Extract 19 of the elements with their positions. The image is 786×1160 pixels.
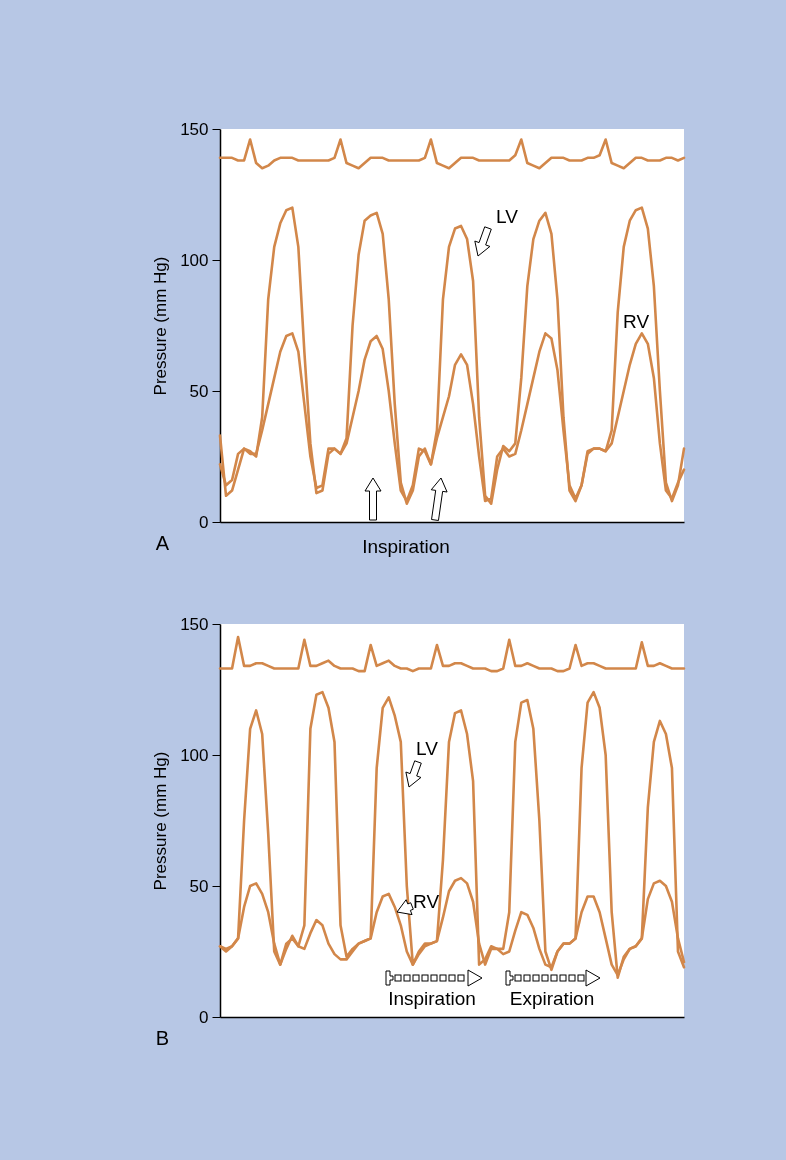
- y-tick-label: 50: [189, 876, 209, 896]
- text: B: [155, 1027, 169, 1049]
- y-tick-label: 150: [180, 119, 209, 139]
- annotation: Expiration: [509, 988, 595, 1010]
- series-label: LV: [496, 206, 519, 228]
- y-tick-label: 0: [199, 1007, 209, 1027]
- annotation: Inspiration: [388, 988, 476, 1010]
- text: Inspiration: [362, 536, 450, 558]
- y-tick-label: 100: [180, 250, 209, 270]
- y-axis-title: Pressure (mm Hg): [151, 256, 171, 396]
- y-tick-label: 50: [189, 381, 209, 401]
- y-tick-label: 150: [180, 614, 209, 634]
- y-tick-label: 0: [199, 512, 209, 532]
- series-label: LV: [416, 738, 439, 760]
- y-tick-label: 100: [180, 745, 209, 765]
- y-axis-title: Pressure (mm Hg): [151, 751, 171, 891]
- text: A: [155, 532, 170, 554]
- series-label: RV: [413, 891, 440, 913]
- series-label: RV: [623, 311, 650, 333]
